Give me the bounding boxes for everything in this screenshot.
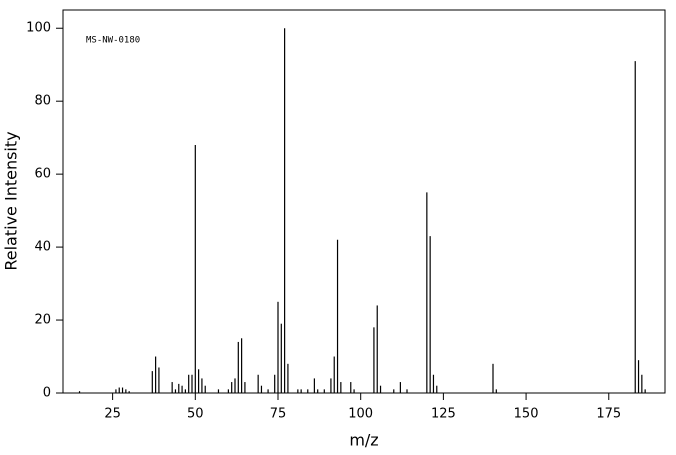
- x-tick-label: 150: [514, 407, 539, 422]
- x-axis-title: m/z: [349, 431, 378, 450]
- annotation: MS-NW-0180: [86, 36, 140, 46]
- y-axis-title: Relative Intensity: [2, 131, 21, 270]
- x-tick-label: 25: [104, 407, 121, 422]
- y-tick-label: 80: [34, 94, 51, 109]
- y-tick-label: 0: [43, 386, 51, 401]
- plot-frame: [62, 9, 666, 394]
- x-tick-label: 175: [596, 407, 621, 422]
- x-tick-label: 75: [270, 407, 287, 422]
- x-tick-label: 50: [187, 407, 204, 422]
- y-tick-label: 60: [34, 167, 51, 182]
- y-tick-label: 100: [26, 21, 51, 36]
- x-tick-label: 100: [348, 407, 373, 422]
- x-tick-label: 125: [431, 407, 456, 422]
- y-tick-label: 20: [34, 313, 51, 328]
- y-tick-label: 40: [34, 240, 51, 255]
